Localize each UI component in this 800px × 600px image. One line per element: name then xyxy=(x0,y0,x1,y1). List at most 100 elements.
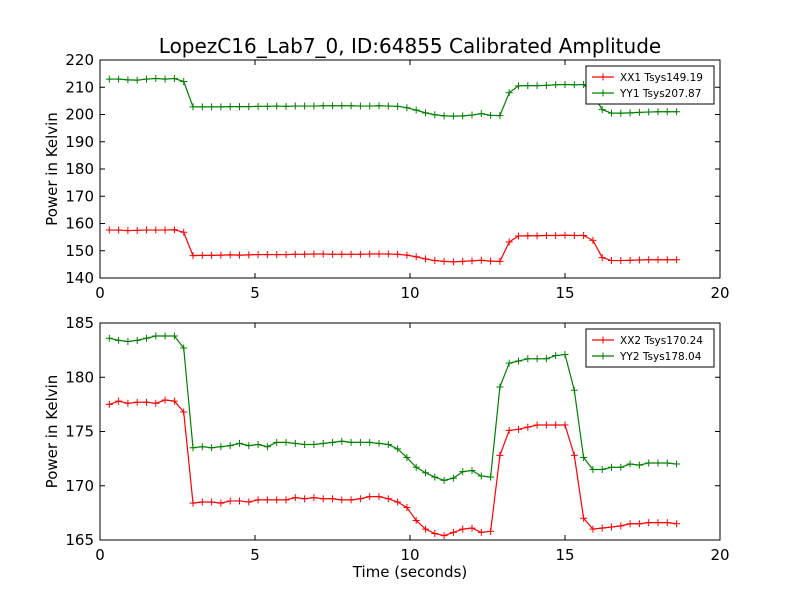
data-point xyxy=(645,256,653,264)
data-point xyxy=(375,493,383,501)
y-tick-label: 165 xyxy=(65,531,94,549)
data-point xyxy=(310,102,318,110)
data-point xyxy=(338,102,346,110)
data-point xyxy=(673,256,681,264)
data-point xyxy=(459,112,467,120)
data-point xyxy=(301,495,309,503)
data-point xyxy=(617,257,625,265)
data-point xyxy=(468,524,476,532)
data-point xyxy=(468,467,476,475)
data-point xyxy=(384,102,392,110)
data-point xyxy=(608,463,615,471)
legend-marker xyxy=(599,73,607,81)
data-point xyxy=(189,444,197,452)
data-point xyxy=(254,496,262,504)
data-point xyxy=(403,251,411,259)
data-point xyxy=(143,398,150,406)
data-point xyxy=(449,112,457,120)
data-point xyxy=(310,441,318,449)
data-point xyxy=(347,250,355,258)
data-point xyxy=(533,232,541,240)
data-point xyxy=(143,334,150,342)
data-point xyxy=(217,251,225,259)
data-point xyxy=(115,75,123,83)
data-point xyxy=(180,78,188,86)
data-point xyxy=(663,519,671,527)
data-point xyxy=(589,525,597,533)
data-point xyxy=(552,421,560,429)
data-point xyxy=(356,250,364,258)
data-point xyxy=(635,256,643,264)
data-point xyxy=(263,443,271,451)
data-point xyxy=(673,108,681,116)
data-point xyxy=(115,336,123,344)
data-point xyxy=(487,257,495,265)
data-point xyxy=(552,231,560,239)
data-point xyxy=(208,251,216,259)
data-point xyxy=(366,438,374,446)
data-point xyxy=(180,228,188,236)
data-point xyxy=(208,103,216,111)
data-point xyxy=(645,519,653,527)
data-point xyxy=(477,472,485,480)
data-point xyxy=(589,465,597,473)
legend-marker xyxy=(599,336,607,344)
data-point xyxy=(356,102,364,110)
y-tick-label: 150 xyxy=(65,242,94,260)
data-point xyxy=(236,103,243,111)
y-tick-label: 160 xyxy=(65,215,94,233)
y-tick-label: 220 xyxy=(65,51,94,69)
data-point xyxy=(394,445,402,453)
bottom-chart: 0 5 10 15 20 165 170 175 180 185 Power in Kelvin Ti… xyxy=(43,314,730,581)
data-point xyxy=(384,495,392,503)
data-point xyxy=(542,355,550,363)
y-tick-label: 210 xyxy=(65,78,94,96)
data-point xyxy=(263,251,271,259)
data-point xyxy=(338,496,346,504)
data-point xyxy=(449,528,457,536)
data-point xyxy=(105,226,113,234)
data-point xyxy=(226,497,234,505)
data-point xyxy=(301,250,309,258)
data-point xyxy=(319,439,327,447)
legend-marker xyxy=(599,89,607,97)
y-tick-label: 140 xyxy=(65,269,94,287)
data-point xyxy=(273,496,281,504)
data-point xyxy=(515,232,522,240)
x-tick-label: 0 xyxy=(95,546,105,564)
data-point xyxy=(570,451,578,459)
data-point xyxy=(598,106,606,114)
data-point xyxy=(347,496,355,504)
data-point xyxy=(635,108,643,116)
data-point xyxy=(496,451,504,459)
data-point xyxy=(152,399,160,407)
data-point xyxy=(319,250,327,258)
data-point xyxy=(198,251,206,259)
data-point xyxy=(654,108,662,116)
data-point xyxy=(505,426,513,434)
data-point xyxy=(422,255,429,263)
data-point xyxy=(598,254,606,262)
x-tick-label: 15 xyxy=(555,284,574,302)
x-tick-label: 10 xyxy=(400,284,419,302)
top-chart: 0 5 10 15 20 140 150 160 170 180 190 200 210 220 Power… xyxy=(43,51,730,302)
data-point xyxy=(515,425,522,433)
legend-label: XX1 Tsys149.19 xyxy=(620,72,703,84)
data-point xyxy=(533,82,541,90)
data-point xyxy=(422,525,429,533)
y-tick-label: 190 xyxy=(65,133,94,151)
data-point xyxy=(301,102,309,110)
data-point xyxy=(329,102,336,110)
data-point xyxy=(263,102,271,110)
data-point xyxy=(245,442,253,450)
data-point xyxy=(654,256,662,264)
legend-box xyxy=(585,328,715,368)
data-point xyxy=(143,75,150,83)
data-point xyxy=(440,532,448,540)
x-tick-label: 5 xyxy=(250,284,260,302)
data-point xyxy=(161,75,169,83)
data-point xyxy=(459,468,467,476)
data-point xyxy=(115,226,123,234)
data-point xyxy=(170,332,178,340)
